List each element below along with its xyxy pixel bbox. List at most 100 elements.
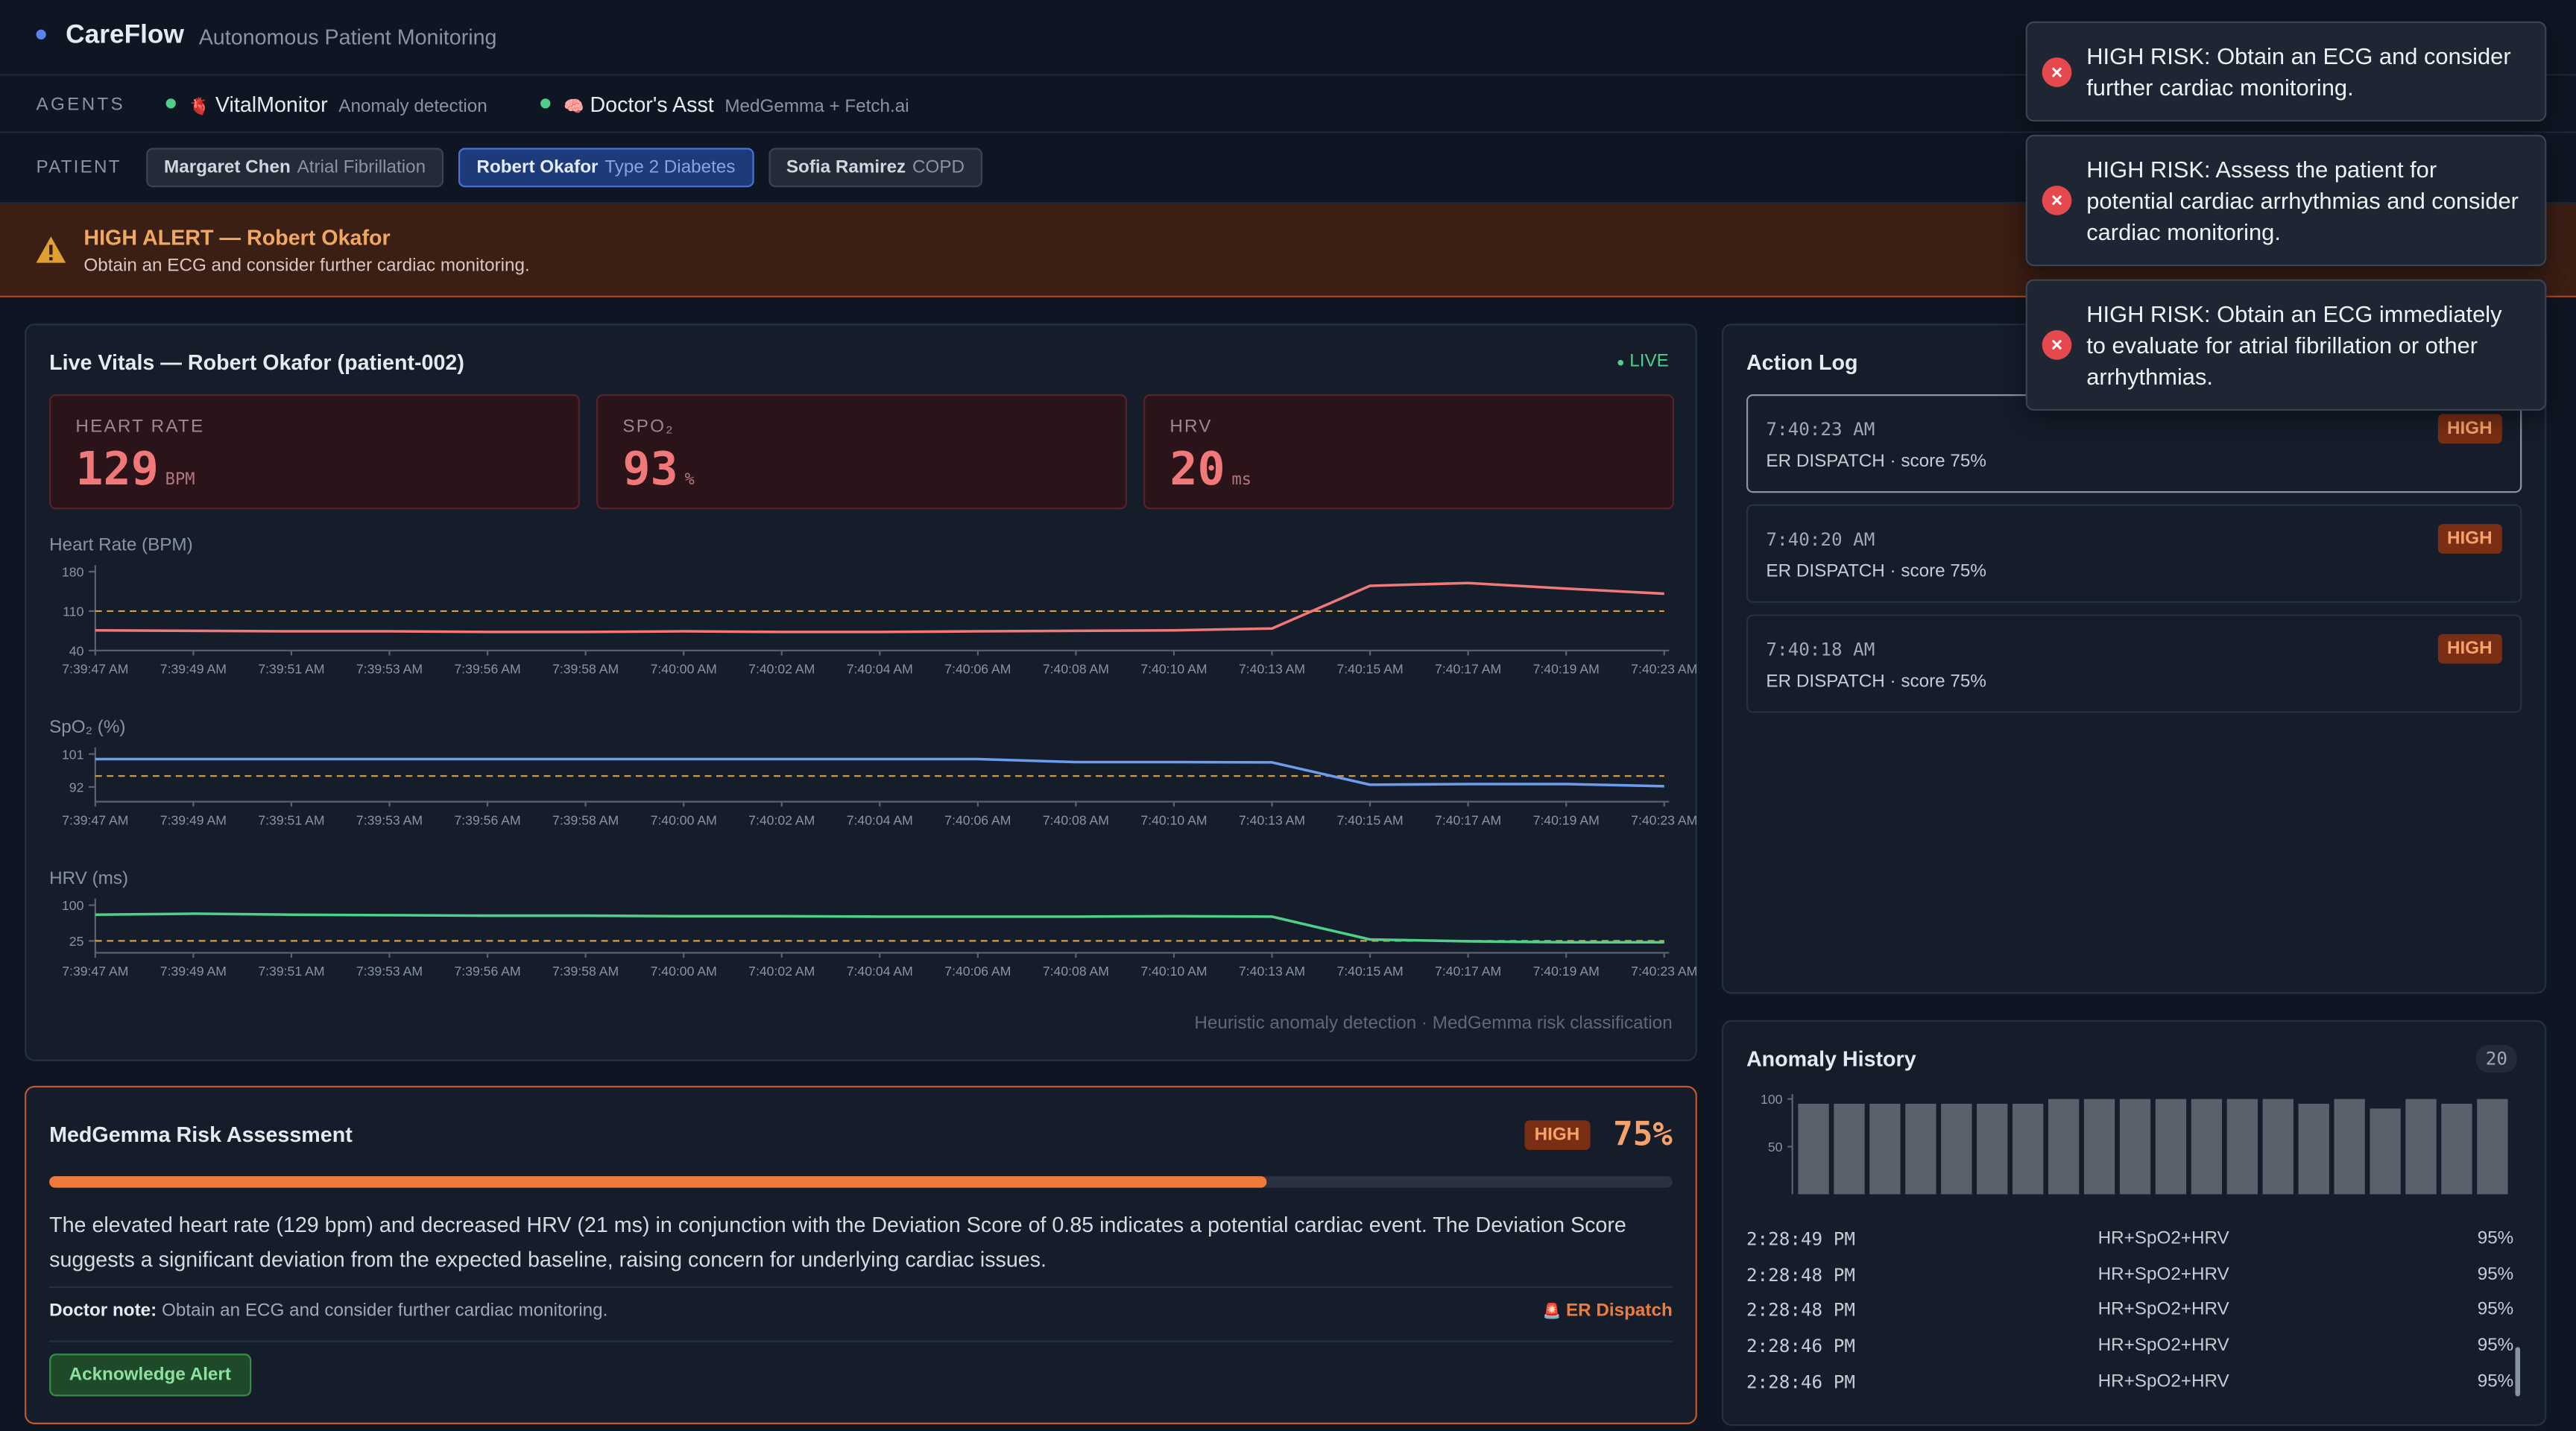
status-dot [540, 98, 551, 109]
vital-value: 20 [1169, 441, 1225, 496]
live-status: ● LIVE [1617, 352, 1669, 371]
anomaly-row: 2:28:46 PM HR+SpO2+HRV 95% [1746, 1336, 2513, 1357]
x-tick-label: 7:40:04 AM [847, 964, 913, 979]
patient-name: Margaret Chen [164, 157, 291, 178]
risk-action: 🚨 ER Dispatch [1542, 1301, 1672, 1321]
x-tick-label: 7:40:19 AM [1533, 964, 1600, 979]
patient-name: Robert Okafor [476, 157, 599, 178]
log-time: 7:40:20 AM [1766, 528, 1875, 551]
log-time: 7:40:23 AM [1766, 419, 1875, 440]
log-action: ER DISPATCH · score 75% [1766, 561, 1986, 582]
x-tick-label: 7:39:58 AM [552, 662, 619, 677]
x-tick-label: 7:40:19 AM [1533, 662, 1600, 677]
line [95, 581, 1664, 634]
log-level: HIGH [2437, 414, 2502, 444]
vital-value: 129 [75, 441, 159, 496]
toast-message: HIGH RISK: Obtain an ECG and consider fu… [2086, 42, 2511, 100]
y-tick-label: 25 [69, 934, 84, 949]
patient-condition: Type 2 Diabetes [604, 157, 736, 178]
x-tick-label: 7:40:08 AM [1043, 812, 1109, 827]
vital-unit: % [684, 471, 695, 490]
anomaly-type: HR+SpO2+HRV [2097, 1371, 2229, 1391]
toast-icon: × [2042, 330, 2072, 360]
x-tick-label: 7:39:56 AM [454, 662, 520, 677]
agent: 🫀 VitalMonitor Anomaly detection [189, 92, 487, 116]
agent-icon: 🧠 [564, 98, 584, 117]
anomaly-score: 95% [2477, 1228, 2514, 1249]
x-tick-label: 7:40:17 AM [1435, 662, 1501, 677]
x-tick-label: 7:40:00 AM [651, 964, 717, 979]
x-tick-label: 7:40:02 AM [748, 964, 815, 979]
live-dot: ● [1616, 355, 1625, 370]
risk-track [49, 1176, 1673, 1188]
chart-title: HRV (ms) [49, 868, 128, 888]
y-tick-label: 92 [69, 780, 84, 795]
bar [2334, 1099, 2365, 1195]
patient-pill[interactable]: Margaret Chen Atrial Fibrillation [145, 148, 444, 188]
x-tick-label: 7:39:53 AM [356, 964, 423, 979]
x-tick-label: 7:39:49 AM [160, 812, 227, 827]
x-tick-label: 7:39:56 AM [454, 812, 520, 827]
action-text: ER Dispatch [1565, 1301, 1673, 1321]
bar [1798, 1103, 1829, 1195]
anomaly-score: 95% [2477, 1264, 2514, 1284]
agent-icon: 🫀 [189, 98, 209, 117]
toast: × HIGH RISK: Obtain an ECG immediately to… [2025, 279, 2547, 411]
live-text: LIVE [1629, 351, 1669, 372]
x-tick-label: 7:40:15 AM [1336, 662, 1403, 677]
x-tick-label: 7:39:51 AM [258, 812, 324, 827]
x-tick-label: 7:40:08 AM [1043, 662, 1109, 677]
x-tick-label: 7:39:47 AM [62, 964, 128, 979]
x-tick-label: 7:40:10 AM [1140, 662, 1207, 677]
toast-message: HIGH RISK: Assess the patient for potent… [2086, 155, 2519, 244]
divider [49, 1286, 1673, 1289]
x-tick-label: 7:40:23 AM [1631, 812, 1697, 827]
doctor-note-label: Doctor note: [49, 1301, 157, 1321]
patient-list: Margaret Chen Atrial Fibrillation Robert O… [145, 148, 997, 188]
scrollbar [2515, 1347, 2521, 1397]
vital-value: 93 [622, 441, 678, 496]
patient-pill[interactable]: Sofia Ramirez COPD [768, 148, 983, 188]
log-level: HIGH [2437, 524, 2502, 554]
bar [2441, 1103, 2472, 1195]
x-tick-label: 7:39:53 AM [356, 662, 423, 677]
patient-pill[interactable]: Robert Okafor Type 2 Diabetes [458, 148, 754, 188]
x-tick-label: 7:39:58 AM [552, 812, 619, 827]
x-tick-label: 7:40:17 AM [1435, 964, 1501, 979]
x-tick-label: 7:40:08 AM [1043, 964, 1109, 979]
vital-card: HEART RATE 129 BPM [49, 394, 581, 510]
anomaly-row: 2:28:48 PM HR+SpO2+HRV 95% [1746, 1300, 2513, 1321]
x-tick-label: 7:39:47 AM [62, 812, 128, 827]
x-tick-label: 7:39:49 AM [160, 964, 227, 979]
x-tick-label: 7:40:10 AM [1140, 812, 1207, 827]
agent-name: VitalMonitor [215, 92, 328, 117]
y-tick-label: 100 [1761, 1092, 1783, 1107]
vital-label: SPO₂ [622, 417, 675, 437]
x-tick-label: 7:40:00 AM [651, 662, 717, 677]
y-tick-label: 110 [63, 604, 83, 619]
action-log-title: Action Log [1746, 350, 1858, 375]
status-dot [165, 98, 176, 109]
anomaly-time: 2:28:49 PM [1746, 1228, 1855, 1251]
anomaly-type: HR+SpO2+HRV [2097, 1300, 2229, 1320]
patient-name: Sofia Ramirez [786, 157, 906, 178]
x-tick-label: 7:40:00 AM [651, 812, 717, 827]
action-icon: 🚨 [1542, 1302, 1562, 1319]
y-tick-label: 100 [62, 898, 84, 913]
vital-unit: BPM [165, 471, 195, 490]
vital-value-wrap: 20 ms [1169, 442, 1251, 496]
log-entry: 7:40:18 AM ER DISPATCH · score 75% HIGH [1746, 614, 2522, 713]
agents-label: AGENTS [36, 95, 126, 116]
bar [1941, 1103, 1972, 1195]
agent-role: MedGemma + Fetch.ai [724, 97, 909, 117]
acknowledge-button[interactable]: Acknowledge Alert [49, 1353, 251, 1397]
divider [49, 1340, 1673, 1342]
bar [2012, 1103, 2044, 1195]
risk-level: HIGH [1524, 1120, 1590, 1150]
patient-bar: PATIENT Margaret Chen Atrial Fibrillation… [0, 133, 2576, 204]
bar [2083, 1099, 2115, 1195]
agents-bar: AGENTS 🫀 VitalMonitor Anomaly detection … [0, 75, 2576, 133]
anomaly-score: 95% [2477, 1300, 2514, 1320]
x-tick-label: 7:39:58 AM [552, 964, 619, 979]
